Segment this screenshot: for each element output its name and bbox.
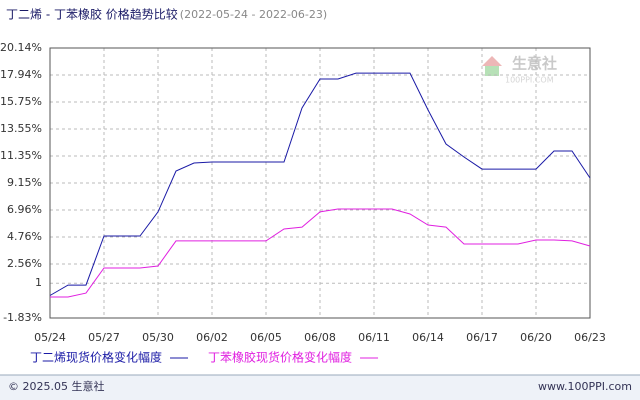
x-tick-label: 06/05	[250, 331, 282, 344]
y-tick-label: 2.56%	[7, 257, 42, 270]
watermark-logo	[485, 66, 499, 76]
watermark-text: 生意社	[512, 55, 557, 73]
legend-label: 丁苯橡胶现货价格变化幅度	[208, 350, 352, 365]
watermark-logo	[482, 56, 502, 66]
watermark: 生意社 100PPI.COM	[482, 55, 557, 85]
y-tick-label: 4.76%	[7, 230, 42, 243]
legend-label: 丁二烯现货价格变化幅度	[30, 350, 162, 365]
y-tick-label: 1	[35, 276, 42, 289]
series-line	[50, 208, 591, 298]
x-tick-label: 06/02	[196, 331, 228, 344]
x-tick-label: 06/08	[304, 331, 336, 344]
y-tick-label: 9.15%	[7, 176, 42, 189]
chart-title: 丁二烯 - 丁苯橡胶 价格趋势比较	[6, 7, 178, 22]
x-tick-label: 05/30	[142, 331, 174, 344]
legend: 丁二烯现货价格变化幅度 丁苯橡胶现货价格变化幅度	[30, 350, 379, 365]
y-tick-label: -1.83%	[3, 311, 42, 324]
chart-subtitle: (2022-05-24 - 2022-06-23)	[180, 8, 327, 21]
x-tick-label: 06/23	[574, 331, 606, 344]
plot-border	[49, 47, 591, 319]
x-tick-label: 05/24	[34, 331, 66, 344]
y-tick-label: 17.94%	[0, 68, 42, 81]
footer-left: © 2025.05 生意社	[8, 379, 104, 393]
footer-right: www.100PPI.com	[538, 380, 632, 393]
y-tick-label: 15.75%	[0, 95, 42, 108]
footer-bar	[0, 375, 640, 400]
watermark-text: 100PPI.COM	[505, 76, 554, 85]
x-tick-label: 05/27	[88, 331, 120, 344]
y-tick-label: 11.35%	[0, 149, 42, 162]
x-tick-label: 06/20	[520, 331, 552, 344]
y-tick-label: 13.55%	[0, 122, 42, 135]
x-tick-label: 06/17	[466, 331, 498, 344]
y-tick-label: 6.96%	[7, 203, 42, 216]
series-line	[49, 72, 591, 296]
x-tick-label: 06/14	[412, 331, 444, 344]
x-tick-label: 06/11	[358, 331, 390, 344]
y-tick-label: 20.14%	[0, 41, 42, 54]
